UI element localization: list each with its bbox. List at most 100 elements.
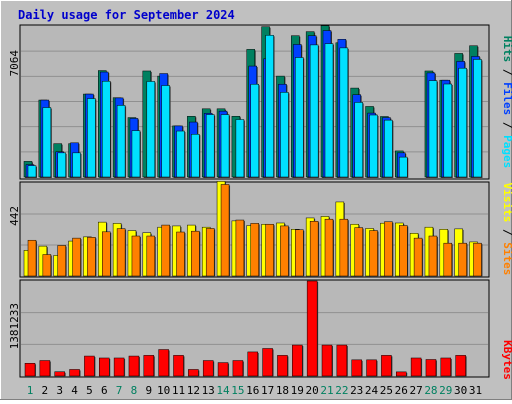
x-tick-label: 18	[276, 384, 289, 397]
kbytes-bar	[128, 355, 140, 377]
sites-bar	[57, 245, 66, 277]
x-tick-label: 1	[27, 384, 34, 397]
kbytes-bar	[84, 355, 95, 377]
pages-bar	[161, 85, 170, 178]
pages-bar	[369, 114, 378, 178]
x-tick-label: 30	[454, 384, 467, 397]
legend-visits-panel: Visits / Sites	[501, 183, 512, 276]
x-tick-label: 20	[306, 384, 319, 397]
sites-bar	[265, 223, 274, 277]
legend-hits-panel: Hits / Files / Pages	[501, 36, 512, 169]
kbytes-bar	[321, 344, 333, 377]
pages-bar	[205, 114, 215, 178]
kbytes-bar	[277, 355, 288, 377]
sites-bar	[42, 254, 52, 277]
chart-title: Daily usage for September 2024	[18, 8, 235, 22]
sites-bar	[220, 184, 230, 277]
x-tick-label: 13	[202, 384, 215, 397]
x-tick-label: 11	[172, 384, 185, 397]
kbytes-bar	[366, 359, 377, 377]
pages-bar	[428, 80, 438, 178]
pages-bar	[102, 80, 111, 178]
pages-bar	[295, 57, 304, 178]
pages-bar	[57, 152, 66, 178]
x-tick-label: 3	[56, 384, 63, 397]
sites-bar	[458, 242, 467, 277]
sites-bar	[354, 227, 363, 277]
sites-bar	[191, 230, 200, 277]
x-tick-label: 5	[86, 384, 93, 397]
sites-bar	[399, 225, 408, 277]
sites-bar	[369, 230, 378, 277]
pages-bar	[250, 83, 259, 178]
legend-separator: /	[501, 222, 512, 242]
sites-bar	[339, 218, 349, 277]
kbytes-bar	[381, 355, 392, 377]
pages-bar	[354, 102, 363, 178]
sites-bar	[27, 239, 37, 277]
pages-bar	[235, 119, 245, 178]
kbytes-bar	[113, 357, 125, 377]
sites-bar	[309, 221, 319, 277]
x-tick-label: 8	[131, 384, 138, 397]
x-tick-label: 24	[365, 384, 379, 397]
ymax-label-visits: 442	[8, 206, 21, 226]
legend-separator: /	[501, 62, 512, 82]
pages-bar	[27, 165, 37, 178]
sites-bar	[146, 235, 156, 277]
pages-bar	[309, 44, 319, 178]
pages-bar	[280, 92, 289, 178]
pages-bar	[324, 43, 334, 178]
pages-bar	[265, 35, 274, 178]
kbytes-bar	[232, 360, 244, 377]
legend-kbytes: KBytes	[501, 340, 512, 380]
sites-bar	[161, 224, 170, 277]
kbytes-bar	[262, 348, 273, 377]
x-tick-label: 21	[320, 384, 333, 397]
sites-bar	[443, 242, 453, 277]
kbytes-bar	[217, 362, 229, 377]
sites-bar	[250, 223, 259, 277]
sites-bar	[87, 237, 96, 277]
x-tick-label: 16	[246, 384, 259, 397]
x-tick-label: 14	[216, 384, 230, 397]
x-tick-label: 10	[157, 384, 170, 397]
x-tick-label: 31	[469, 384, 482, 397]
sites-bar	[295, 229, 304, 277]
pages-bar	[384, 119, 393, 178]
kbytes-bar	[455, 355, 466, 377]
kbytes-bar	[336, 344, 348, 377]
kbytes-bar	[425, 359, 437, 377]
kbytes-bar	[306, 280, 318, 377]
pages-bar	[399, 156, 408, 178]
pages-bar	[72, 152, 81, 178]
legend-kbytes-panel: KBytes	[501, 340, 512, 380]
sites-bar	[413, 237, 423, 277]
x-tick-label: 29	[439, 384, 452, 397]
x-tick-label: 19	[291, 384, 304, 397]
sites-bar	[176, 231, 185, 277]
sites-bar	[205, 228, 215, 277]
x-tick-label: 12	[187, 384, 200, 397]
sites-bar	[428, 235, 438, 277]
ymax-label-hits: 7064	[8, 50, 21, 77]
x-tick-label: 26	[395, 384, 408, 397]
pages-bar	[42, 107, 52, 178]
pages-bar	[87, 98, 96, 178]
svg-text:Hits / Files / Pages: Hits / Files / Pages	[501, 36, 512, 169]
pages-bar	[176, 130, 185, 178]
kbytes-bar	[173, 355, 184, 377]
sites-bar	[235, 219, 245, 277]
x-tick-label: 9	[145, 384, 152, 397]
sites-bar	[473, 242, 482, 277]
legend-pages: Pages	[501, 135, 512, 168]
x-axis-labels: 1 2 3 4 5 6 7 8 9 10 11 12 13 14 15 16 17 18 19 20 21 22 23 24 2…	[27, 384, 482, 397]
kbytes-bar	[396, 371, 407, 377]
legend-visits: Visits	[501, 183, 512, 223]
kbytes-bar	[292, 344, 303, 377]
svg-text:Visits / Sites: Visits / Sites	[501, 183, 512, 276]
x-tick-label: 6	[101, 384, 108, 397]
kbytes-bar	[351, 359, 362, 377]
sites-bar	[102, 231, 111, 277]
